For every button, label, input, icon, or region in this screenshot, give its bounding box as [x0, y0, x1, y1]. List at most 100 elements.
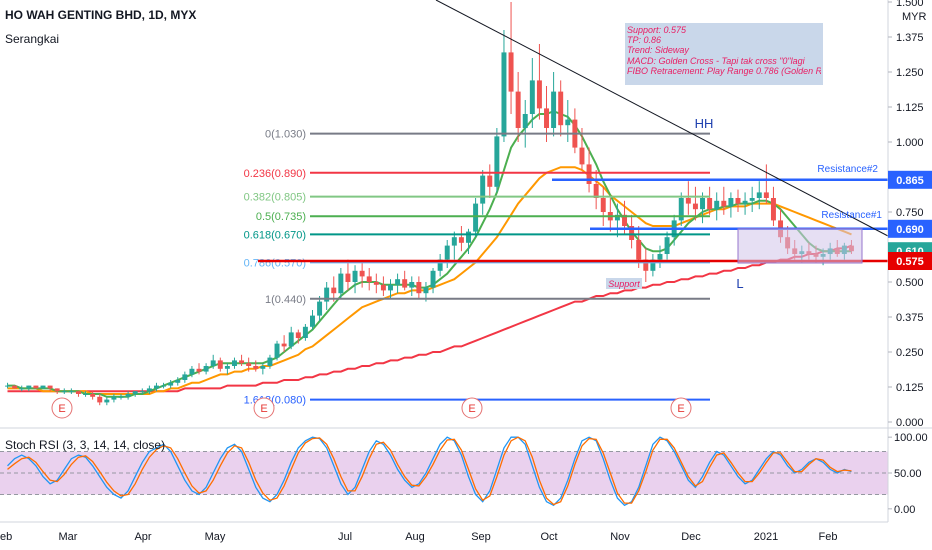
candle-body	[75, 391, 81, 394]
y-tick-label: 0.750	[896, 207, 924, 219]
candle-body	[721, 200, 727, 207]
candle-body	[54, 388, 60, 392]
y-tick-label: 0.375	[896, 312, 924, 324]
candle-body	[203, 366, 209, 372]
stoch-rsi-lines	[7, 436, 852, 507]
candle-body	[536, 80, 542, 109]
candle-body	[742, 200, 748, 204]
candle-body	[593, 184, 599, 198]
candle-body	[168, 382, 174, 386]
candle-body	[352, 270, 358, 282]
candle-body	[657, 254, 663, 260]
x-tick-label: Mar	[59, 531, 78, 543]
y-tick-label: 0.250	[896, 347, 924, 359]
fib-level-label: 1.618(0.080)	[244, 395, 306, 407]
analysis-note[interactable]: Support: 0.575 TP: 0.86 Trend: Sideway M…	[625, 23, 823, 85]
candle-body	[90, 394, 96, 397]
x-tick-label: eb	[0, 531, 12, 543]
trend-drawings[interactable]: HH L Resistance#2 Resistance#1 Support E E E E	[51, 0, 889, 419]
price-axis[interactable]: 1.5001.3751.2501.1251.0000.8750.7500.625…	[887, 0, 932, 522]
candle-body	[83, 394, 89, 395]
candle-body	[317, 301, 323, 316]
candle-body	[558, 91, 564, 126]
candle-body	[501, 52, 507, 137]
candle-body	[678, 198, 684, 221]
currency-label: MYR	[902, 11, 927, 23]
time-axis[interactable]: eb Mar Apr May Jul Aug Sep Oct Nov Dec 2021 Feb	[0, 521, 888, 543]
candle-body	[515, 91, 521, 128]
candle-body	[111, 396, 117, 400]
candle-body	[253, 366, 259, 369]
candle-body	[288, 332, 294, 347]
candle-body	[161, 385, 167, 387]
candle-body	[728, 198, 734, 207]
candle-body	[373, 282, 379, 285]
candle-body	[451, 237, 457, 246]
candle-body	[5, 385, 11, 387]
earnings-marker-label: E	[58, 403, 65, 415]
candle-body	[756, 192, 762, 198]
price-tag	[888, 170, 932, 189]
fibonacci-retracement[interactable]: 0(1.030) 0.236(0.890) 0.382(0.805) 0.5(0.73…	[244, 129, 710, 407]
candle-body	[458, 237, 464, 243]
candle-body	[47, 385, 53, 389]
low-label: L	[736, 276, 743, 291]
candle-body	[153, 385, 159, 389]
candle-body	[118, 396, 124, 398]
candle-body	[565, 119, 571, 126]
candle-body	[423, 287, 429, 294]
rsi-tick-label: 0.00	[894, 504, 915, 516]
y-tick-label: 1.125	[896, 102, 924, 114]
symbol-title: HO WAH GENTING BHD, 1D, MYX	[5, 8, 197, 22]
earnings-marker-label: E	[260, 403, 267, 415]
x-tick-label: May	[205, 531, 226, 543]
price-tag-label: 0.865	[896, 175, 924, 187]
candle-body	[139, 391, 145, 393]
candle-body	[629, 226, 635, 240]
candle-body	[310, 315, 315, 327]
candle-body	[685, 198, 691, 204]
candle-body	[40, 385, 46, 389]
note-line: Support: 0.575	[627, 25, 687, 35]
note-line: MACD: Golden Cross - Tapi tak cross "0"l…	[627, 55, 805, 66]
chart-style-label: Serangkai	[5, 32, 60, 46]
candle-body	[402, 279, 408, 288]
fib-level-label: 0.5(0.735)	[256, 211, 306, 223]
fib-level-label: 0.786(0.570)	[244, 257, 306, 269]
candle-body	[97, 396, 103, 403]
candle-body	[359, 270, 365, 277]
candle-body	[26, 385, 32, 389]
x-tick-label: Aug	[405, 531, 425, 543]
fib-level-label: 0.236(0.890)	[244, 168, 306, 180]
candle-body	[735, 198, 741, 204]
candle-body	[33, 385, 39, 389]
resistance-2-label: Resistance#2	[817, 164, 878, 175]
y-tick-label: 1.250	[896, 67, 924, 79]
price-tag-label: 0.575	[896, 256, 924, 268]
y-tick-label: 1.500	[896, 0, 924, 9]
candle-body	[324, 287, 330, 302]
candle-body	[395, 279, 401, 285]
y-tick-label: 1.000	[896, 137, 924, 149]
candle-body	[274, 343, 280, 358]
price-tag-label: 0.690	[896, 224, 924, 236]
y-tick-label: 1.375	[896, 32, 924, 44]
x-tick-label: Jul	[338, 531, 352, 543]
earnings-marker	[253, 397, 275, 419]
candle-body	[430, 270, 436, 288]
rsi-series-line	[7, 436, 852, 507]
x-tick-label: Oct	[540, 531, 557, 543]
candle-body	[692, 203, 698, 210]
candle-body	[189, 368, 195, 375]
candle-body	[409, 282, 415, 288]
y-tick-label: 0.000	[896, 417, 924, 429]
candle-body	[125, 394, 131, 397]
trend-line	[435, 0, 889, 237]
fib-level-label: 0(1.030)	[265, 129, 306, 141]
moving-average-line	[7, 244, 852, 393]
candle-body	[522, 114, 528, 128]
candle-body	[466, 231, 471, 243]
candle-body	[12, 385, 18, 389]
candle-body	[650, 259, 656, 271]
